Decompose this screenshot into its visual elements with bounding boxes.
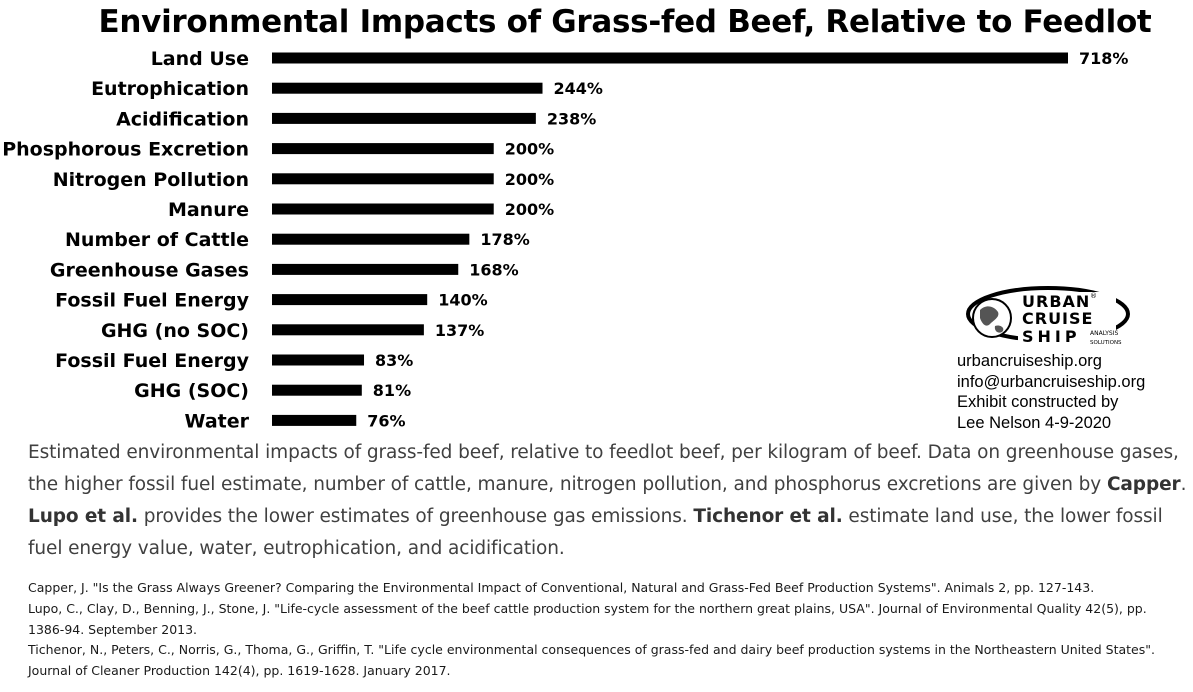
category-label: Fossil Fuel Energy: [55, 350, 249, 372]
value-label: 238%: [547, 109, 596, 128]
category-label: Land Use: [151, 48, 249, 70]
category-label: Manure: [168, 199, 249, 221]
bar-chart: Land Use 718% Eutrophication 244% Acidificat…: [2, 48, 1128, 432]
value-label: 140%: [438, 291, 487, 310]
credit-line-2: Lee Nelson 4-9-2020: [957, 413, 1112, 432]
email-text: info@urbancruiseship.org: [957, 372, 1146, 391]
references: Capper, J. "Is the Grass Always Greener?…: [28, 578, 1178, 682]
logo-text-analysis: ANALYSIS: [1090, 330, 1118, 337]
bar: [272, 324, 424, 336]
contact-block: urbancruiseship.org info@urbancruiseship…: [957, 351, 1145, 433]
bar: [272, 233, 470, 245]
category-label: Greenhouse Gases: [50, 259, 249, 281]
logo-text-cruise: CRUISE: [1022, 309, 1093, 328]
credit-line-1: Exhibit constructed by: [957, 393, 1119, 411]
logo-text-ship: SHIP: [1022, 327, 1081, 346]
value-label: 718%: [1079, 49, 1128, 68]
bar: [272, 294, 428, 306]
logo-text-urban: URBAN: [1022, 292, 1090, 311]
bar: [272, 384, 362, 396]
value-label: 81%: [373, 381, 411, 400]
value-label: 200%: [505, 170, 554, 189]
value-label: 200%: [505, 200, 554, 219]
value-label: 76%: [367, 411, 405, 430]
website-text: urbancruiseship.org: [957, 352, 1102, 370]
logo-text-solutions: SOLUTIONS: [1090, 340, 1122, 346]
caption-source-lupo: Lupo et al.: [28, 506, 138, 527]
category-label: Fossil Fuel Energy: [55, 290, 249, 312]
logo-reg-mark: ®: [1090, 292, 1097, 300]
chart-title: Environmental Impacts of Grass-fed Beef,…: [98, 4, 1152, 40]
caption-source-tichenor: Tichenor et al.: [693, 506, 843, 527]
bar: [272, 52, 1068, 64]
bar: [272, 263, 459, 275]
value-label: 178%: [480, 230, 529, 249]
category-label: Nitrogen Pollution: [53, 169, 249, 191]
category-label: Water: [185, 410, 250, 432]
bar: [272, 82, 543, 94]
category-label: Phosphorous Excretion: [2, 139, 249, 161]
bar: [272, 354, 365, 366]
bar: [272, 112, 536, 124]
category-label: Number of Cattle: [65, 229, 249, 251]
bar: [272, 414, 357, 426]
caption-source-capper: Capper: [1106, 474, 1181, 495]
bar: [272, 203, 494, 215]
bar: [272, 173, 494, 185]
bar: [272, 143, 494, 155]
reference-tichenor: Tichenor, N., Peters, C., Norris, G., Th…: [28, 642, 1155, 679]
value-label: 137%: [435, 321, 484, 340]
category-label: Eutrophication: [91, 78, 249, 100]
value-label: 168%: [469, 260, 518, 279]
category-label: GHG (no SOC): [101, 320, 249, 342]
urban-cruise-ship-logo: URBAN ® CRUISE SHIP ANALYSIS SOLUTIONS: [962, 284, 1134, 350]
value-label: 200%: [505, 140, 554, 159]
value-label: 244%: [554, 79, 603, 98]
chart-caption: Estimated environmental impacts of grass…: [28, 442, 1187, 559]
reference-lupo: Lupo, C., Clay, D., Benning, J., Stone, …: [28, 600, 1147, 637]
category-label: Acidification: [116, 108, 249, 130]
category-label: GHG (SOC): [134, 380, 249, 402]
reference-capper: Capper, J. "Is the Grass Always Greener?…: [28, 580, 1095, 595]
value-label: 83%: [375, 351, 413, 370]
